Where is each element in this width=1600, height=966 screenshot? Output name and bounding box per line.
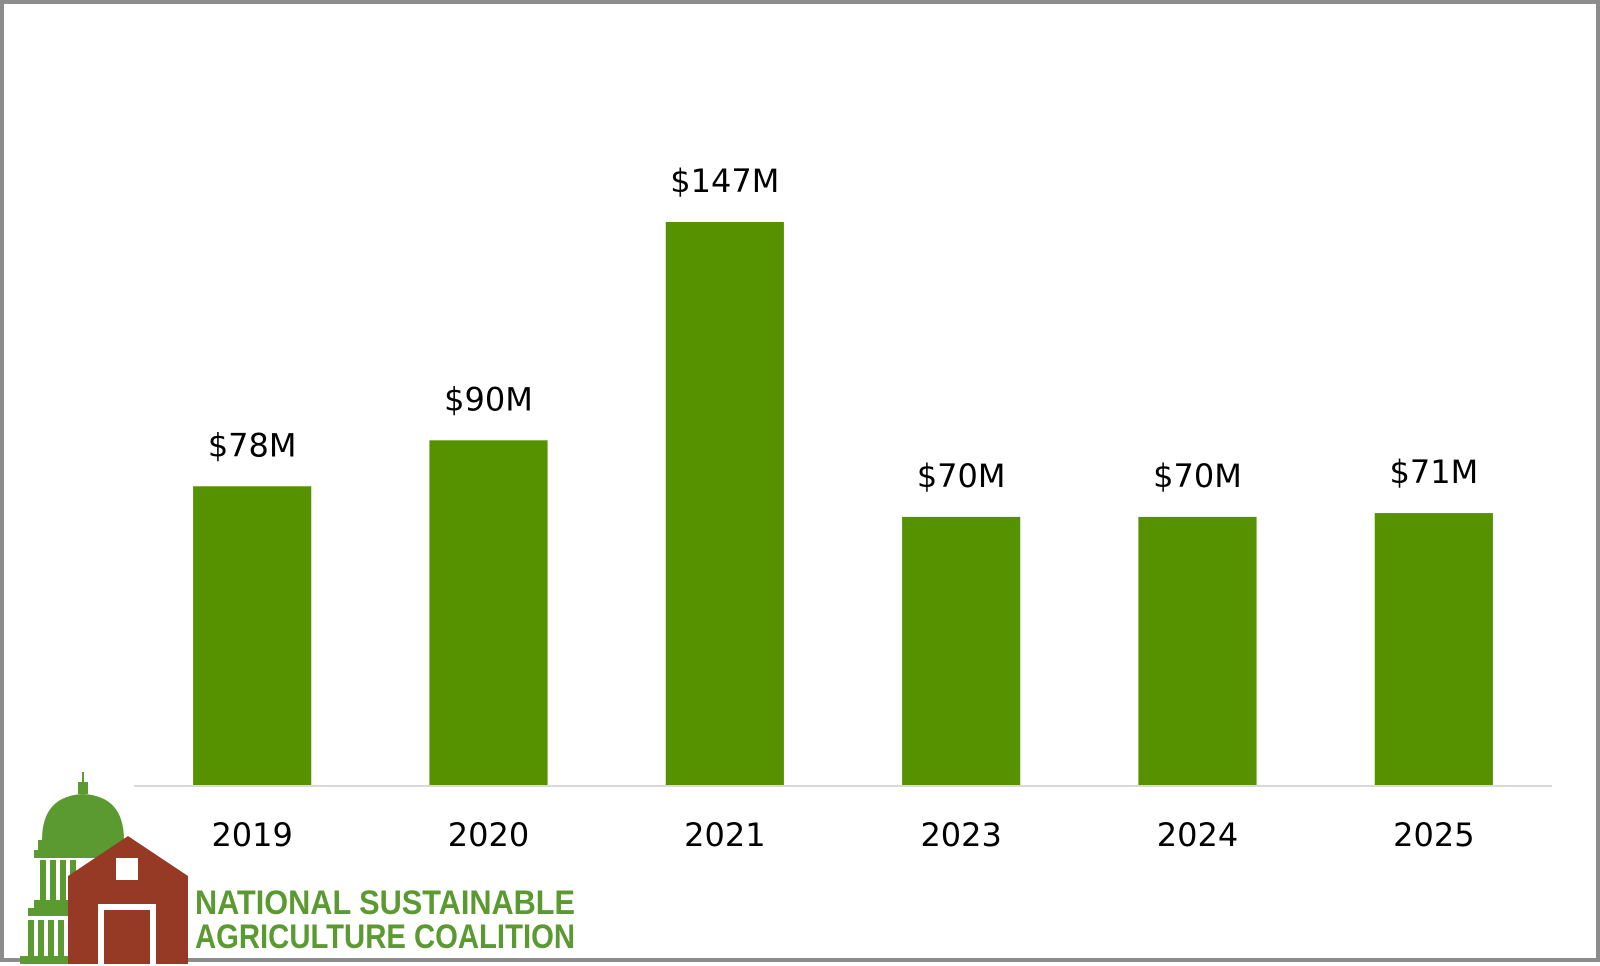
data-labels-layer: $78M $90M $147M $70M $70M $71M [208, 162, 1478, 495]
capitol-dome-icon [20, 772, 132, 964]
x-tick-label-2025: 2025 [1393, 816, 1474, 854]
bar-2025 [1374, 513, 1493, 785]
data-label-2024: $70M [1153, 457, 1242, 495]
bar-chart: $78M$90M$147M$70M $70M $71M 2019 2020 2021 20… [134, 162, 1552, 854]
data-label-2020: $90M [444, 380, 533, 418]
bar-2023 [902, 516, 1021, 785]
data-label-2019: $78M [208, 426, 297, 464]
logo-text-line1: NATIONAL SUSTAINABLE [195, 884, 575, 922]
bar-2019 [193, 486, 312, 785]
x-tick-label-2020: 2020 [448, 816, 529, 854]
bar-2024 [1138, 516, 1257, 785]
x-tick-label-2024: 2024 [1157, 816, 1238, 854]
x-tick-label-2019: 2019 [211, 816, 292, 854]
bars-layer [193, 222, 1493, 785]
data-label-2021: $147M [670, 162, 779, 200]
data-label-2023: $70M [917, 457, 1006, 495]
x-tick-label-2023: 2023 [920, 816, 1001, 854]
bar-2020 [429, 440, 548, 785]
logo-text-line2: AGRICULTURE COALITION [195, 918, 575, 956]
x-tick-labels-layer: 2019 2020 2021 2023 2024 2025 [211, 816, 1474, 854]
x-tick-label-2021: 2021 [684, 816, 765, 854]
nsac-logo: NATIONAL SUSTAINABLE AGRICULTURE COALITI… [20, 772, 575, 964]
bar-2021 [665, 222, 784, 785]
data-label-2025: $71M [1389, 453, 1478, 491]
barn-icon [68, 836, 188, 964]
